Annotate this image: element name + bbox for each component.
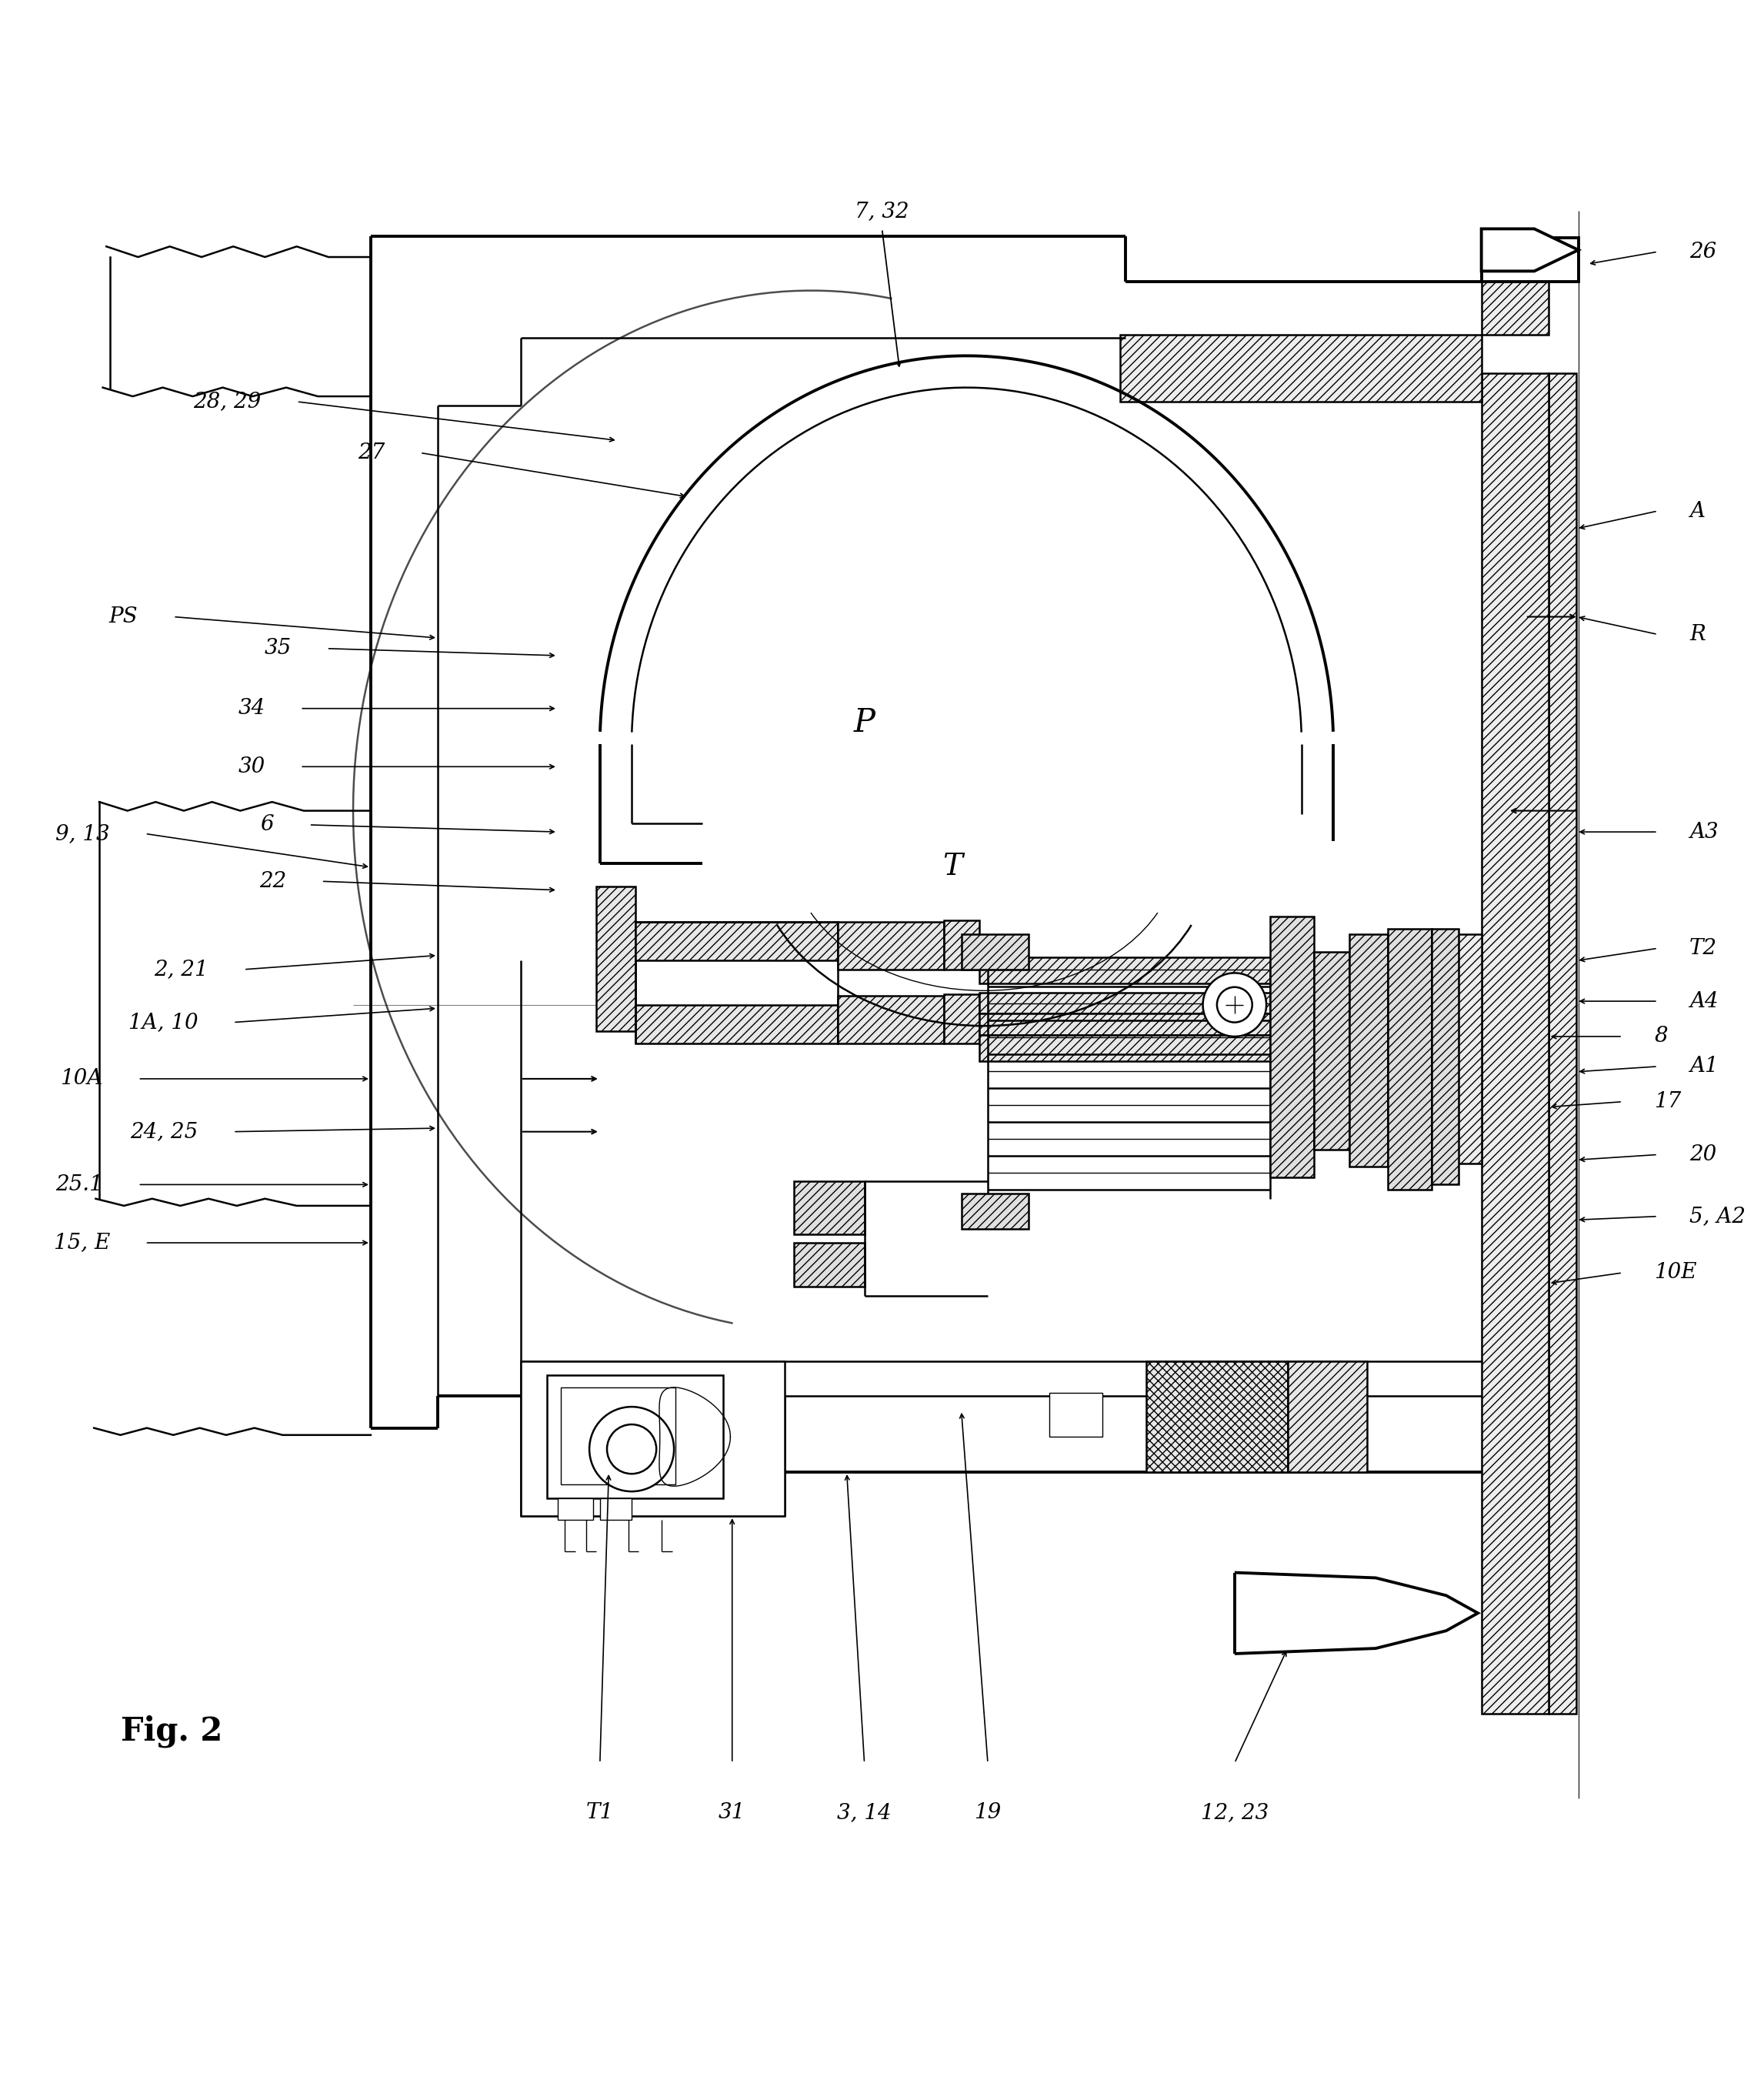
Bar (1288, 1360, 1367, 1473)
Bar (944, 919, 979, 969)
Circle shape (1217, 988, 1252, 1023)
Circle shape (607, 1425, 656, 1475)
Text: 8: 8 (1655, 1025, 1667, 1046)
Bar (596, 886, 635, 1032)
Circle shape (589, 1406, 674, 1491)
Bar (635, 1005, 838, 1044)
Text: 17: 17 (1655, 1092, 1681, 1113)
Bar (1482, 237, 1579, 281)
Bar (1349, 934, 1388, 1167)
Text: 30: 30 (238, 757, 265, 778)
Text: 27: 27 (358, 443, 385, 464)
Bar (1314, 953, 1349, 1150)
Bar (979, 1013, 1455, 1034)
Text: 24, 25: 24, 25 (131, 1121, 198, 1142)
Bar (794, 1181, 864, 1233)
Bar (1455, 934, 1482, 1163)
Bar (1050, 1394, 1102, 1437)
Text: 31: 31 (718, 1801, 746, 1822)
Bar (979, 992, 1455, 1013)
Bar (961, 934, 1028, 969)
Bar (979, 957, 1455, 984)
Bar (557, 1498, 593, 1520)
Text: 19: 19 (974, 1801, 1002, 1822)
Text: PS: PS (109, 607, 138, 628)
Bar (1549, 374, 1577, 1714)
Text: 34: 34 (238, 699, 265, 720)
Text: 20: 20 (1690, 1144, 1716, 1165)
Text: 7, 32: 7, 32 (856, 202, 908, 223)
Text: 15, E: 15, E (53, 1233, 109, 1252)
Text: 1A, 10: 1A, 10 (129, 1013, 198, 1034)
Bar (1482, 264, 1549, 335)
Text: 26: 26 (1690, 241, 1716, 262)
Text: A3: A3 (1690, 822, 1718, 842)
Bar (561, 1387, 676, 1485)
Text: T2: T2 (1690, 938, 1716, 959)
Bar (961, 1194, 1028, 1229)
Text: 10E: 10E (1655, 1263, 1697, 1283)
Text: 9, 13: 9, 13 (55, 824, 109, 844)
Text: R: R (1690, 624, 1706, 645)
Text: Fig. 2: Fig. 2 (120, 1714, 222, 1747)
Text: 28, 29: 28, 29 (194, 391, 261, 412)
Text: P: P (854, 707, 875, 738)
Text: A: A (1690, 501, 1704, 522)
Bar (838, 921, 944, 969)
Text: 12, 23: 12, 23 (1201, 1801, 1268, 1822)
Text: 3, 14: 3, 14 (838, 1801, 891, 1822)
Bar (838, 996, 944, 1044)
Text: 6: 6 (261, 815, 273, 836)
Bar (1147, 1360, 1288, 1473)
Bar (635, 921, 838, 961)
Text: 25.1: 25.1 (55, 1175, 102, 1196)
Circle shape (1203, 973, 1267, 1036)
Text: A1: A1 (1690, 1057, 1718, 1077)
Text: 22: 22 (259, 872, 286, 892)
Text: 35: 35 (265, 639, 291, 659)
Bar (1270, 917, 1314, 1177)
Bar (1388, 930, 1432, 1190)
Text: T1: T1 (586, 1801, 614, 1822)
Bar (1432, 930, 1459, 1186)
Bar (794, 1242, 864, 1288)
Polygon shape (1482, 229, 1579, 270)
Text: T: T (942, 853, 963, 882)
Bar (547, 1375, 723, 1498)
Text: 10A: 10A (60, 1069, 102, 1090)
Bar (600, 1498, 632, 1520)
Bar (979, 1034, 1455, 1061)
Text: 5, A2: 5, A2 (1690, 1206, 1746, 1227)
Bar (944, 994, 979, 1044)
Bar (1120, 335, 1482, 401)
Text: A4: A4 (1690, 990, 1718, 1011)
Bar (520, 1360, 785, 1516)
Text: 2, 21: 2, 21 (153, 959, 208, 980)
Bar (1482, 374, 1549, 1714)
